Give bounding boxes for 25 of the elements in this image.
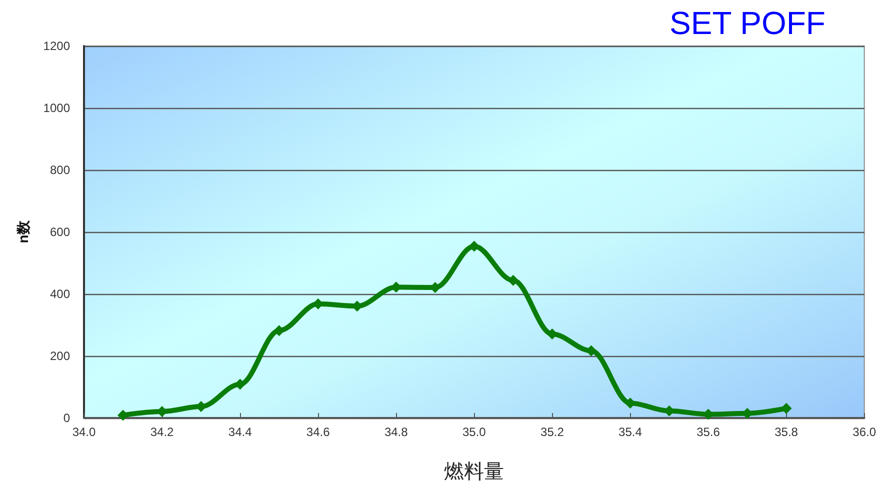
x-tick-label: 35.0	[462, 425, 486, 439]
y-tick-label: 400	[50, 287, 70, 301]
y-tick-label: 1000	[43, 101, 70, 115]
point	[508, 274, 519, 286]
x-tick-label: 35.2	[540, 425, 564, 439]
x-tick-label: 34.4	[228, 425, 252, 439]
point	[274, 325, 285, 336]
y-tick-label: 600	[50, 225, 70, 239]
chart-title: SET POFF	[670, 5, 826, 41]
y-tick-label: 800	[50, 163, 70, 177]
y-tick-label: 1200	[43, 39, 70, 53]
point	[234, 378, 246, 390]
x-axis-title: 燃料量	[444, 461, 504, 483]
x-tick-label: 36.0	[852, 425, 876, 439]
x-tick-label: 34.6	[306, 425, 330, 439]
y-tick-label: 200	[50, 349, 70, 363]
x-tick-label: 34.8	[384, 425, 408, 439]
y-axis-title: n数	[15, 220, 31, 244]
x-tick-label: 35.8	[774, 425, 798, 439]
x-tick-label: 34.0	[72, 425, 96, 439]
x-tick-label: 35.4	[618, 425, 642, 439]
point	[468, 240, 480, 252]
x-tick-label: 35.6	[696, 425, 720, 439]
x-tick-label: 34.2	[150, 425, 174, 439]
y-tick-label: 0	[63, 411, 70, 425]
